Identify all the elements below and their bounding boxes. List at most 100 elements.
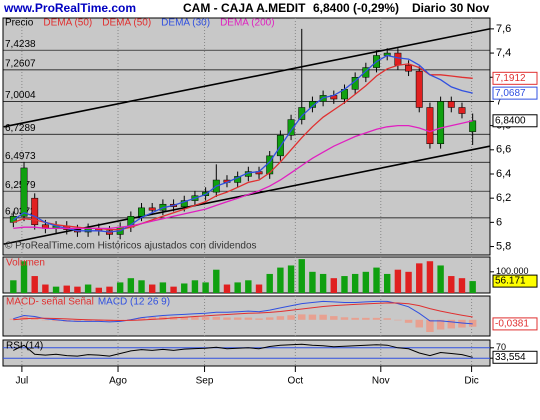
volume-bar (416, 263, 423, 293)
y-tick-label: 7 (496, 95, 502, 107)
level-label: 7,2607 (5, 59, 36, 70)
x-tick-label: Jul (15, 376, 28, 387)
histogram-bar (372, 317, 381, 320)
volume-bar (20, 261, 28, 293)
series-line (13, 302, 473, 322)
histogram-bar (20, 316, 28, 320)
y-tick-label: 100.000 (496, 266, 529, 276)
candle-body (138, 207, 145, 217)
y-tick-label: 6,4 (496, 168, 511, 180)
level-label: 6,4973 (5, 151, 36, 162)
last-indicator-label-box (492, 317, 538, 331)
volume-bar (202, 282, 209, 293)
volume-bar (106, 286, 113, 293)
panel-subtitle: MACD (12 26 9) (98, 297, 170, 308)
histogram-bar (287, 315, 295, 320)
panel-title: RSI (14) (6, 341, 43, 352)
volume-bar (31, 276, 38, 293)
last-value-label-box (492, 71, 538, 85)
histogram-bar (265, 317, 274, 320)
volume-bar (84, 284, 92, 293)
histogram-bar (137, 317, 146, 320)
volume-bar (149, 284, 156, 293)
candle-body (458, 107, 466, 114)
y-tick-label: 5,8 (496, 240, 511, 252)
candle-body (20, 167, 28, 217)
y-tick-label: 6,6 (496, 144, 511, 156)
histogram-bar (394, 319, 402, 321)
period: Diario (412, 1, 446, 15)
histogram-bar (233, 317, 242, 320)
histogram-bar (41, 319, 50, 321)
histogram-bar (415, 319, 423, 328)
histogram-bar (180, 316, 188, 320)
volume-bar (287, 265, 295, 293)
series-line (12, 54, 473, 233)
quote: 6,8400 (-0,29%) (313, 1, 399, 15)
trend-line (3, 28, 490, 128)
site: www.ProRealTime.com (3, 1, 136, 15)
histogram-bar (404, 319, 413, 323)
histogram-bar (84, 319, 92, 322)
x-tick-label: Dic (464, 376, 478, 387)
last-volume-label-box (492, 274, 538, 288)
candle-body (415, 70, 423, 108)
volume-bar (181, 283, 188, 293)
series-line (13, 120, 473, 230)
panel (2, 295, 491, 337)
volume-bar (223, 284, 231, 293)
histogram-bar (52, 319, 60, 322)
histogram-bar (9, 318, 18, 320)
volume-bar (458, 278, 466, 293)
y-tick-label: 7,4 (496, 47, 511, 59)
panel (2, 339, 491, 367)
volume-bar (191, 280, 199, 293)
last-price-label-box (492, 114, 538, 128)
histogram-bar (30, 318, 39, 320)
x-tick-label: Nov (372, 376, 390, 387)
volume-bar (234, 282, 241, 293)
volume-bar (362, 271, 370, 293)
histogram-bar (362, 317, 370, 320)
volume-bar (351, 273, 359, 293)
volume-bar (319, 273, 327, 293)
y-tick-label: 6 (496, 216, 502, 228)
last-price-label: 6,8400 (495, 115, 526, 126)
last-indicator-label-box (492, 350, 538, 364)
volume-bar (437, 265, 444, 293)
volume-bar (384, 273, 391, 293)
histogram-bar (73, 319, 82, 322)
candle-body (469, 120, 477, 132)
y-tick-label: 70 (496, 342, 506, 352)
volume-bar (298, 259, 305, 293)
volume-bar (330, 278, 337, 293)
volume-bar (10, 280, 17, 293)
candle-body (437, 101, 445, 145)
level-label: 6,0372 (5, 206, 36, 217)
candle-body (447, 101, 455, 108)
volume-bar (469, 281, 476, 293)
last-volume-label: 56.171 (495, 276, 526, 287)
volume-bar (405, 271, 412, 293)
candle-body (148, 207, 156, 211)
volume-bar (63, 285, 70, 293)
level-label: 6,2579 (5, 180, 36, 191)
histogram-bar (330, 316, 338, 320)
legend-entry: DEMA (50) (102, 18, 151, 29)
volume-bar (116, 282, 124, 293)
volume-bar (42, 284, 49, 293)
watermark: © ProRealTime.com Históricos ajustados c… (5, 241, 257, 252)
volume-bar (309, 271, 316, 293)
panel-title: MACD- señal Señal (6, 297, 94, 308)
histogram-bar (436, 319, 445, 330)
histogram-bar (447, 319, 456, 329)
volume-bar (245, 280, 252, 293)
histogram-bar (212, 316, 221, 320)
level-label: 7,0004 (5, 90, 36, 101)
histogram-bar (191, 317, 199, 320)
legend-entry: DEMA (30) (161, 18, 210, 29)
histogram-bar (340, 317, 349, 320)
volume-bar (255, 284, 263, 293)
candle-body (405, 64, 413, 72)
